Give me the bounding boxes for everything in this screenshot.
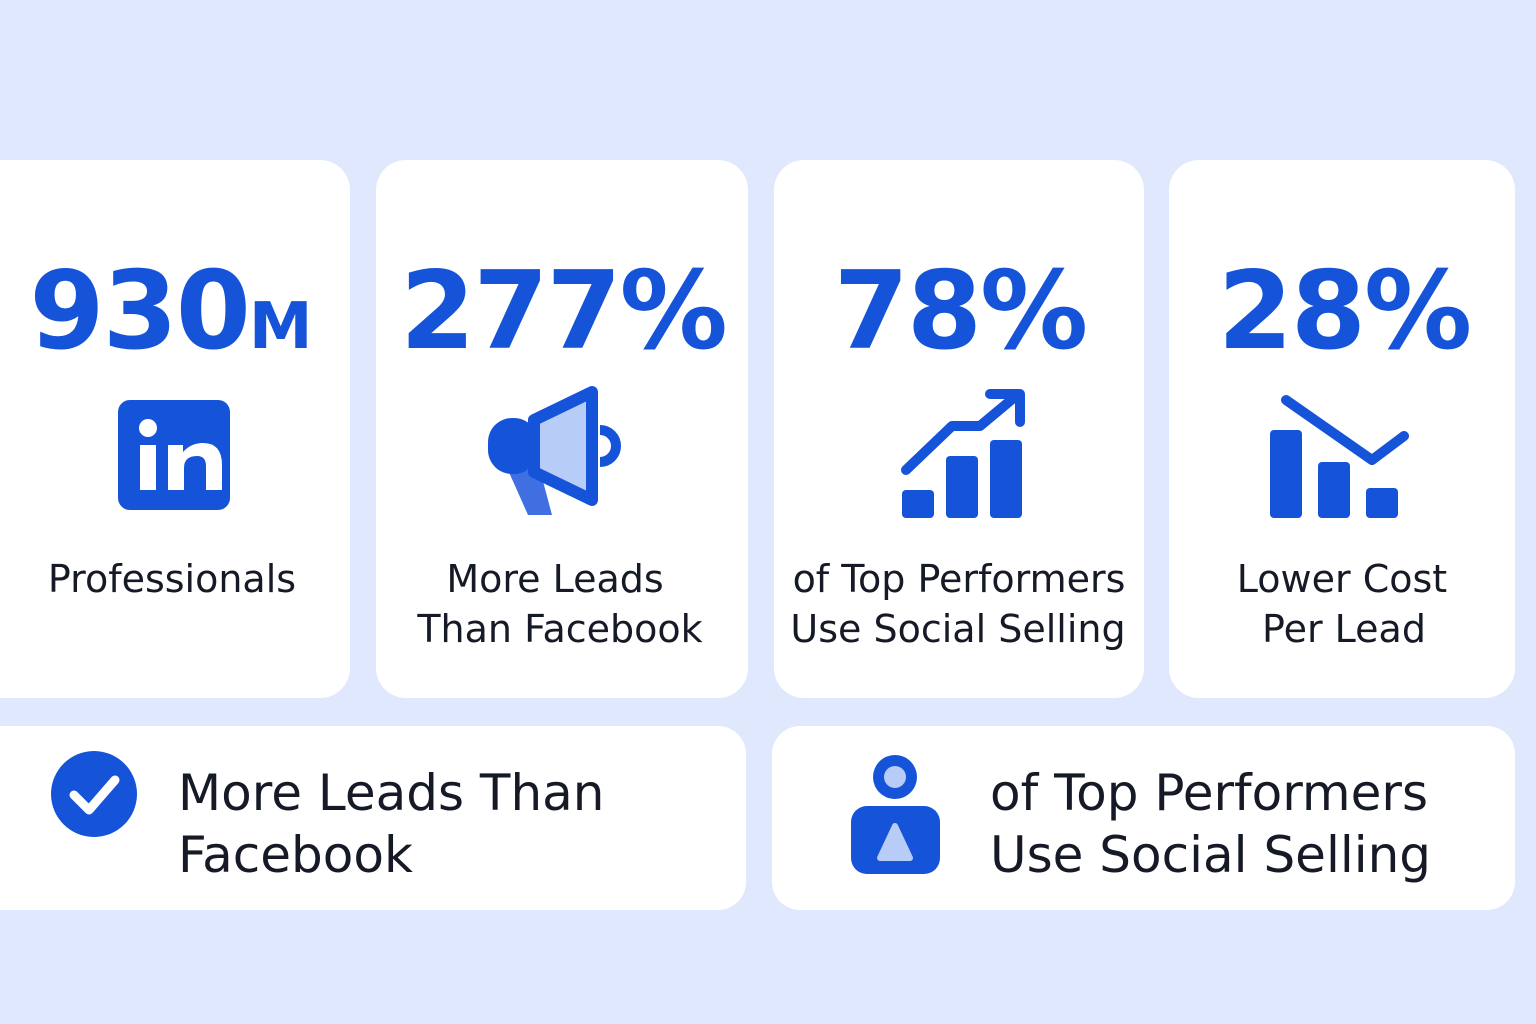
card: [1169, 160, 1515, 698]
card-label: Per Lead: [1262, 607, 1426, 651]
card-label: More Leads: [446, 557, 663, 601]
decline-icon: [1270, 395, 1409, 518]
linkedin-icon: [118, 400, 230, 510]
megaphone-icon: [488, 386, 621, 515]
card-label: Professionals: [48, 557, 296, 601]
check-icon: [51, 751, 137, 837]
highlight-text: Facebook: [178, 826, 413, 884]
card-label: Than Facebook: [416, 607, 702, 651]
stat: 28%: [1218, 249, 1471, 374]
person-icon: [851, 755, 940, 874]
highlight-text: of Top Performers: [990, 764, 1428, 822]
stat: 277%: [400, 249, 726, 374]
stat: 78%: [834, 249, 1087, 374]
highlight-text: More Leads Than: [178, 764, 604, 822]
highlight-card: [772, 726, 1515, 910]
growth-icon: [901, 389, 1025, 518]
highlight-text: Use Social Selling: [990, 826, 1431, 884]
card-label: Use Social Selling: [790, 607, 1125, 651]
highlight-card: [0, 726, 746, 910]
stat: 930M: [29, 249, 310, 374]
card-label: Lower Cost: [1237, 557, 1447, 601]
stat-value: 930: [29, 249, 248, 374]
stat-suffix: M: [249, 290, 311, 364]
card-label: of Top Performers: [793, 557, 1126, 601]
